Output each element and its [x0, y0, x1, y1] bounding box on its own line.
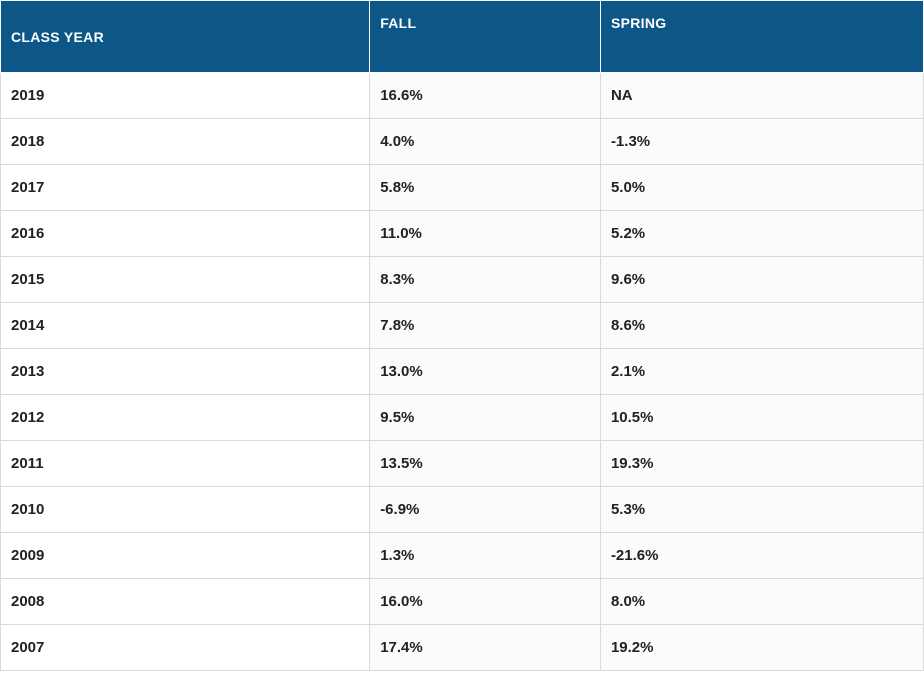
- cell-fall: 5.8%: [370, 165, 601, 211]
- table-row: 201611.0%5.2%: [1, 211, 924, 257]
- cell-fall: 13.0%: [370, 349, 601, 395]
- table-row: 201916.6%NA: [1, 73, 924, 119]
- cell-fall: 9.5%: [370, 395, 601, 441]
- table-body: 201916.6%NA20184.0%-1.3%20175.8%5.0%2016…: [1, 73, 924, 671]
- cell-spring: 8.6%: [600, 303, 923, 349]
- cell-spring: 8.0%: [600, 579, 923, 625]
- cell-spring: 5.3%: [600, 487, 923, 533]
- cell-spring: 10.5%: [600, 395, 923, 441]
- cell-fall: 7.8%: [370, 303, 601, 349]
- cell-fall: 4.0%: [370, 119, 601, 165]
- cell-class-year: 2014: [1, 303, 370, 349]
- cell-class-year: 2008: [1, 579, 370, 625]
- cell-spring: -21.6%: [600, 533, 923, 579]
- cell-class-year: 2019: [1, 73, 370, 119]
- cell-spring: 19.3%: [600, 441, 923, 487]
- cell-class-year: 2015: [1, 257, 370, 303]
- table-row: 20158.3%9.6%: [1, 257, 924, 303]
- data-table: CLASS YEAR FALL SPRING 201916.6%NA20184.…: [0, 0, 924, 671]
- col-header-class-year: CLASS YEAR: [1, 1, 370, 73]
- cell-class-year: 2012: [1, 395, 370, 441]
- table-row: 20175.8%5.0%: [1, 165, 924, 211]
- cell-fall: 1.3%: [370, 533, 601, 579]
- cell-spring: -1.3%: [600, 119, 923, 165]
- cell-fall: -6.9%: [370, 487, 601, 533]
- cell-class-year: 2010: [1, 487, 370, 533]
- cell-class-year: 2013: [1, 349, 370, 395]
- cell-class-year: 2017: [1, 165, 370, 211]
- cell-spring: 2.1%: [600, 349, 923, 395]
- cell-class-year: 2007: [1, 625, 370, 671]
- cell-fall: 11.0%: [370, 211, 601, 257]
- cell-class-year: 2016: [1, 211, 370, 257]
- cell-class-year: 2009: [1, 533, 370, 579]
- table-row: 200717.4%19.2%: [1, 625, 924, 671]
- table-header: CLASS YEAR FALL SPRING: [1, 1, 924, 73]
- cell-fall: 17.4%: [370, 625, 601, 671]
- col-header-spring: SPRING: [600, 1, 923, 73]
- table-row: 20129.5%10.5%: [1, 395, 924, 441]
- cell-fall: 13.5%: [370, 441, 601, 487]
- cell-class-year: 2018: [1, 119, 370, 165]
- cell-spring: 19.2%: [600, 625, 923, 671]
- cell-spring: 9.6%: [600, 257, 923, 303]
- table-row: 201113.5%19.3%: [1, 441, 924, 487]
- cell-spring: 5.2%: [600, 211, 923, 257]
- cell-fall: 16.0%: [370, 579, 601, 625]
- table-row: 20091.3%-21.6%: [1, 533, 924, 579]
- table-row: 201313.0%2.1%: [1, 349, 924, 395]
- table-row: 200816.0%8.0%: [1, 579, 924, 625]
- cell-spring: NA: [600, 73, 923, 119]
- col-header-fall: FALL: [370, 1, 601, 73]
- table-row: 20147.8%8.6%: [1, 303, 924, 349]
- cell-fall: 16.6%: [370, 73, 601, 119]
- cell-class-year: 2011: [1, 441, 370, 487]
- table-row: 2010-6.9%5.3%: [1, 487, 924, 533]
- table-row: 20184.0%-1.3%: [1, 119, 924, 165]
- cell-fall: 8.3%: [370, 257, 601, 303]
- cell-spring: 5.0%: [600, 165, 923, 211]
